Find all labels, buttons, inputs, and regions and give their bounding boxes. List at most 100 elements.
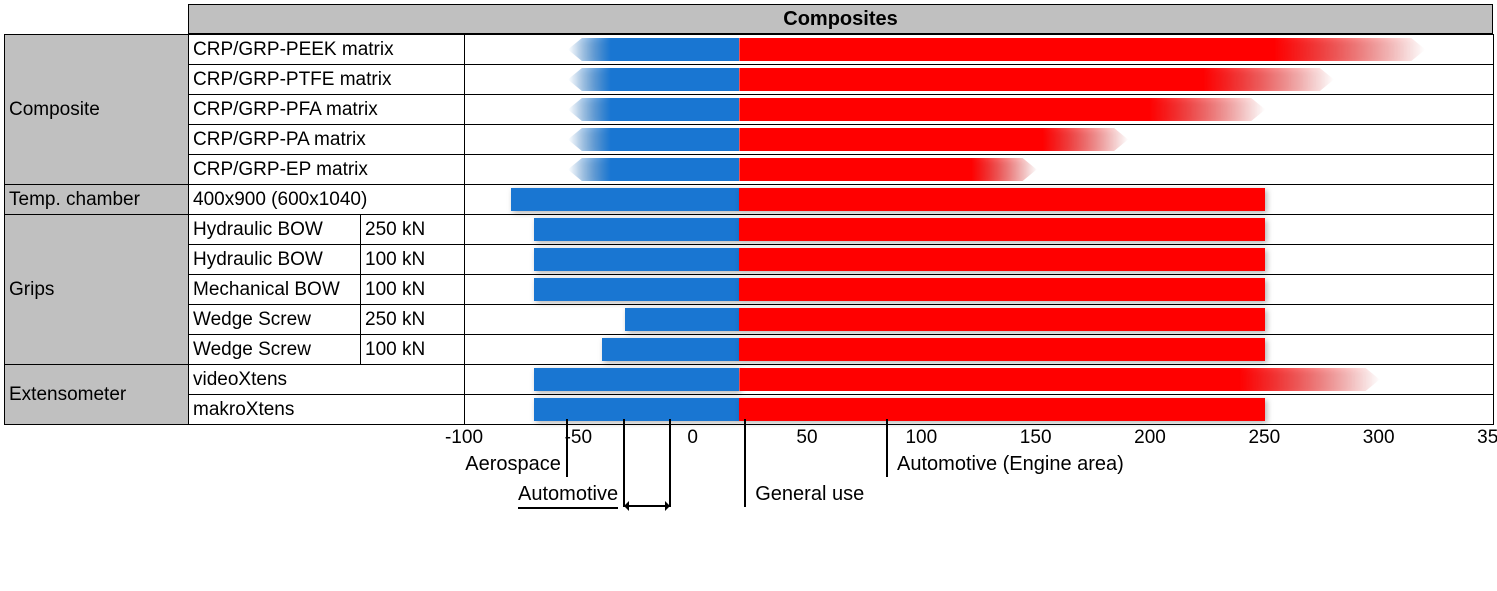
range-bar-cold — [602, 338, 739, 361]
chart-row: CRP/GRP-PTFE matrix — [5, 65, 1494, 95]
row-label: CRP/GRP-PFA matrix — [189, 95, 465, 125]
range-bar-hot — [739, 38, 1425, 61]
range-bar-cold — [625, 308, 739, 331]
plot-cell — [465, 305, 1494, 335]
plot-cell — [465, 275, 1494, 305]
chart-grid: CompositeCRP/GRP-PEEK matrixCRP/GRP-PTFE… — [4, 34, 1494, 425]
plot-cell — [465, 95, 1494, 125]
range-bar-hot — [739, 128, 1128, 151]
chart-row: ExtensometervideoXtens — [5, 365, 1494, 395]
axis-tick-label: 250 — [1248, 427, 1280, 449]
plot-cell — [465, 365, 1494, 395]
row-label: Hydraulic BOW — [189, 245, 361, 275]
row-label: CRP/GRP-PTFE matrix — [189, 65, 465, 95]
row-spec: 250 kN — [361, 305, 465, 335]
chart-row: makroXtens — [5, 395, 1494, 425]
category-cell: Temp. chamber — [5, 185, 189, 215]
range-bar-hot — [739, 398, 1265, 421]
chart-row: Mechanical BOW100 kN — [5, 275, 1494, 305]
chart-row: Temp. chamber400x900 (600x1040) — [5, 185, 1494, 215]
chart-row: CRP/GRP-EP matrix — [5, 155, 1494, 185]
annotation-arrow — [624, 505, 670, 507]
row-label: CRP/GRP-EP matrix — [189, 155, 465, 185]
annotation-line — [669, 419, 671, 507]
row-label: videoXtens — [189, 365, 465, 395]
axis-tick-label: 200 — [1134, 427, 1166, 449]
axis-tick-label: 300 — [1363, 427, 1395, 449]
category-cell: Extensometer — [5, 365, 189, 425]
range-bar-hot — [739, 278, 1265, 301]
range-bar-hot — [739, 68, 1334, 91]
range-bar-hot — [739, 368, 1379, 391]
row-label: Wedge Screw — [189, 305, 361, 335]
row-spec: 100 kN — [361, 245, 465, 275]
chart-row: CompositeCRP/GRP-PEEK matrix — [5, 35, 1494, 65]
annotation-line — [566, 419, 568, 477]
axis-tick-label: 100 — [905, 427, 937, 449]
annotation-label: Aerospace — [465, 453, 561, 476]
range-bar-hot — [739, 338, 1265, 361]
axis-tick-label: -50 — [565, 427, 592, 449]
range-bar-hot — [739, 218, 1265, 241]
axis-tick-label: 350 — [1477, 427, 1497, 449]
chart-row: Wedge Screw250 kN — [5, 305, 1494, 335]
row-label: makroXtens — [189, 395, 465, 425]
row-label: CRP/GRP-PA matrix — [189, 125, 465, 155]
row-label: CRP/GRP-PEEK matrix — [189, 35, 465, 65]
range-bar-hot — [739, 98, 1265, 121]
range-bar-cold — [534, 368, 740, 391]
range-bar-cold — [534, 248, 740, 271]
plot-cell — [465, 155, 1494, 185]
plot-cell — [465, 185, 1494, 215]
header-row: Composites — [4, 4, 1493, 34]
range-bar-hot — [739, 188, 1265, 211]
range-bar-hot — [739, 248, 1265, 271]
chart-row: CRP/GRP-PA matrix — [5, 125, 1494, 155]
range-bar-cold — [534, 278, 740, 301]
category-cell: Composite — [5, 35, 189, 185]
plot-cell — [465, 125, 1494, 155]
range-bar-cold — [568, 68, 740, 91]
axis-tick-label: 150 — [1020, 427, 1052, 449]
plot-cell — [465, 335, 1494, 365]
range-bar-cold — [534, 398, 740, 421]
row-spec: 100 kN — [361, 275, 465, 305]
plot-cell — [465, 35, 1494, 65]
range-bar-cold — [534, 218, 740, 241]
range-bar-cold — [568, 38, 740, 61]
axis-tick-label: 0 — [687, 427, 698, 449]
chart-title: Composites — [188, 4, 1493, 34]
chart-row: GripsHydraulic BOW250 kN — [5, 215, 1494, 245]
range-bar-cold — [568, 128, 740, 151]
row-label: Wedge Screw — [189, 335, 361, 365]
row-label: Hydraulic BOW — [189, 215, 361, 245]
composites-range-chart: Composites CompositeCRP/GRP-PEEK matrixC… — [4, 4, 1493, 535]
chart-row: Wedge Screw100 kN — [5, 335, 1494, 365]
chart-row: CRP/GRP-PFA matrix — [5, 95, 1494, 125]
annotation-line — [623, 419, 625, 507]
annotation-label: General use — [755, 483, 864, 506]
axis-area: -100-50050100150200250300350AerospaceAut… — [4, 425, 1493, 535]
row-spec: 100 kN — [361, 335, 465, 365]
plot-cell — [465, 65, 1494, 95]
plot-cell — [465, 395, 1494, 425]
row-label: 400x900 (600x1040) — [189, 185, 465, 215]
row-label: Mechanical BOW — [189, 275, 361, 305]
row-spec: 250 kN — [361, 215, 465, 245]
range-bar-cold — [568, 98, 740, 121]
plot-cell — [465, 215, 1494, 245]
annotation-line — [886, 419, 888, 477]
range-bar-cold — [568, 158, 740, 181]
annotation-line — [744, 419, 746, 507]
range-bar-hot — [739, 308, 1265, 331]
range-bar-hot — [739, 158, 1036, 181]
axis-tick-label: -100 — [445, 427, 483, 449]
annotation-label: Automotive — [518, 483, 618, 509]
chart-row: Hydraulic BOW100 kN — [5, 245, 1494, 275]
annotation-label: Automotive (Engine area) — [897, 453, 1124, 476]
plot-cell — [465, 245, 1494, 275]
header-spacer — [4, 4, 188, 34]
category-cell: Grips — [5, 215, 189, 365]
range-bar-cold — [511, 188, 740, 211]
axis-tick-label: 50 — [796, 427, 817, 449]
